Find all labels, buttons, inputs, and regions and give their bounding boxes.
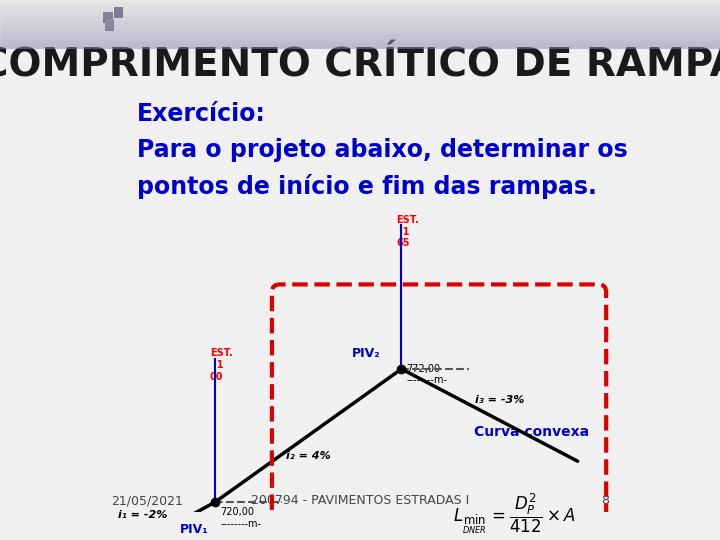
Text: 200794 - PAVIMENTOS ESTRADAS I: 200794 - PAVIMENTOS ESTRADAS I	[251, 494, 469, 508]
Text: $L_{\min_{DNER}} = \dfrac{D_P^2}{412} \times A$: $L_{\min_{DNER}} = \dfrac{D_P^2}{412} \t…	[454, 492, 576, 536]
Text: 21/05/2021: 21/05/2021	[112, 494, 183, 508]
Text: i₃ = -3%: i₃ = -3%	[475, 395, 525, 405]
Text: COMPRIMENTO CRÍTICO DE RAMPA: COMPRIMENTO CRÍTICO DE RAMPA	[0, 46, 720, 84]
Text: Para o projeto abaixo, determinar os: Para o projeto abaixo, determinar os	[137, 138, 628, 163]
Text: 772,00
--------m-: 772,00 --------m-	[407, 364, 448, 386]
Text: Curva convexa: Curva convexa	[474, 426, 589, 440]
Text: pontos de início e fim das rampas.: pontos de início e fim das rampas.	[137, 174, 597, 199]
Text: PIV₂: PIV₂	[352, 347, 381, 360]
FancyBboxPatch shape	[104, 12, 113, 23]
Text: PIV₁: PIV₁	[180, 523, 209, 536]
FancyBboxPatch shape	[114, 6, 123, 18]
Text: Exercício:: Exercício:	[137, 103, 266, 126]
Text: i₁ = -2%: i₁ = -2%	[117, 510, 167, 520]
Text: 720,00
--------m-: 720,00 --------m-	[220, 508, 261, 529]
FancyBboxPatch shape	[105, 19, 114, 31]
Text: i₂ = 4%: i₂ = 4%	[286, 451, 330, 461]
Text: EST.
  1
00: EST. 1 00	[210, 348, 233, 382]
Text: EST.
  1
65: EST. 1 65	[396, 215, 419, 248]
Text: 8: 8	[600, 494, 609, 508]
